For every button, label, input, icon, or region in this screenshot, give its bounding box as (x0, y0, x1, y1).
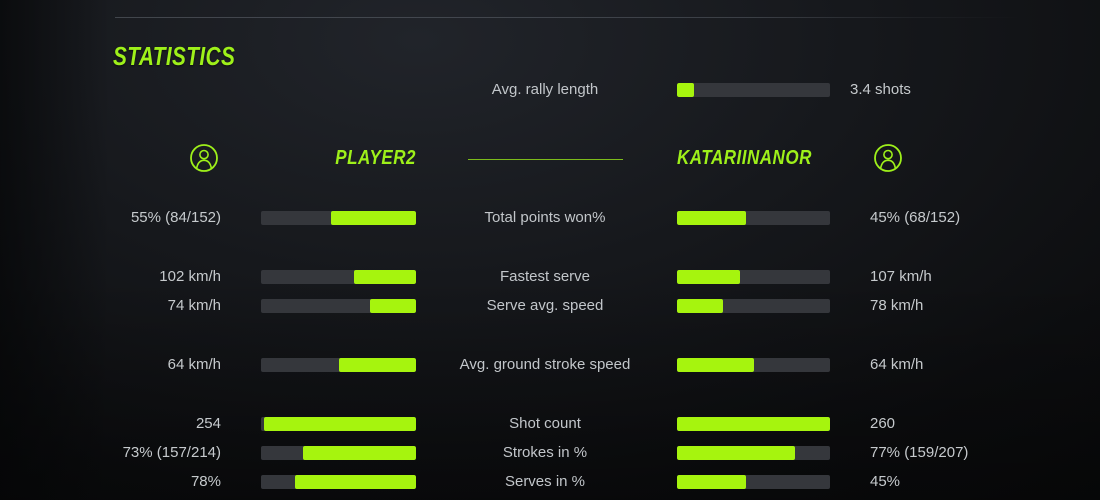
left-player-value: 64 km/h (167, 356, 221, 373)
right-player-value: 45% (68/152) (870, 209, 961, 226)
left-player-bar-fill (338, 358, 416, 372)
right-player-value: 64 km/h (870, 356, 924, 373)
right-player-bar (677, 299, 830, 313)
left-player-bar-fill (302, 446, 416, 460)
left-player-bar (261, 358, 416, 372)
right-player-value: 260 (870, 415, 896, 432)
avg-rally-length-bar (677, 83, 830, 97)
left-player-value: 254 (195, 415, 221, 432)
right-player-bar-fill (677, 417, 830, 431)
left-player-bar (261, 417, 416, 431)
stat-row-fastest-serve: 102 km/h Fastest serve 107 km/h (0, 267, 1100, 287)
stat-row-shot-count: 254 Shot count 260 (0, 414, 1100, 434)
left-player-avatar-icon (189, 143, 219, 173)
stat-label: Fastest serve (499, 268, 591, 285)
avg-rally-length-row: Avg. rally length 3.4 shots (0, 80, 1100, 100)
players-divider (468, 159, 623, 160)
stat-label: Avg. ground stroke speed (459, 356, 631, 373)
right-player-bar (677, 475, 830, 489)
stat-row-strokes-in: 73% (157/214) Strokes in % 77% (159/207) (0, 443, 1100, 463)
right-player-bar (677, 358, 830, 372)
avg-rally-length-bar-fill (677, 83, 694, 97)
stat-label: Strokes in % (502, 444, 588, 461)
stat-label: Serve avg. speed (486, 297, 604, 314)
stat-label: Total points won% (484, 209, 606, 226)
right-player-value: 45% (870, 473, 901, 490)
left-player-bar (261, 211, 416, 225)
right-player-bar (677, 211, 830, 225)
stat-row-ground-stroke-speed: 64 km/h Avg. ground stroke speed 64 km/h (0, 355, 1100, 375)
left-player-bar-fill (295, 475, 416, 489)
left-player-bar-fill (264, 417, 416, 431)
right-player-bar-fill (677, 270, 740, 284)
right-player-value: 78 km/h (870, 297, 924, 314)
right-player-bar-fill (677, 475, 746, 489)
left-player-bar-fill (354, 270, 416, 284)
stat-row-total-points: 55% (84/152) Total points won% 45% (68/1… (0, 208, 1100, 228)
right-player-bar-fill (677, 299, 723, 313)
right-player-value: 107 km/h (870, 268, 932, 285)
left-player-bar (261, 446, 416, 460)
page-title: STATISTICS (113, 41, 236, 71)
left-player-bar-fill (330, 211, 416, 225)
avg-rally-length-value: 3.4 shots (850, 81, 911, 98)
right-player-bar (677, 446, 830, 460)
stat-label: Serves in % (504, 473, 586, 490)
stat-label: Shot count (509, 415, 581, 432)
left-player-value: 73% (157/214) (122, 444, 221, 461)
left-player-value: 78% (190, 473, 221, 490)
left-player-bar (261, 270, 416, 284)
left-player-value: 102 km/h (159, 268, 221, 285)
right-player-bar (677, 417, 830, 431)
right-player-value: 77% (159/207) (870, 444, 969, 461)
left-player-bar (261, 475, 416, 489)
avg-rally-length-label: Avg. rally length (491, 81, 599, 98)
left-player-name: PLAYER2 (335, 147, 416, 169)
left-player-value: 55% (84/152) (130, 209, 221, 226)
stat-row-serves-in: 78% Serves in % 45% (0, 472, 1100, 492)
left-player-bar (261, 299, 416, 313)
top-divider (115, 17, 1100, 18)
right-player-name: KATARIINANOR (677, 147, 812, 169)
stat-row-serve-avg-speed: 74 km/h Serve avg. speed 78 km/h (0, 296, 1100, 316)
right-player-bar-fill (677, 446, 795, 460)
right-player-avatar-icon (873, 143, 903, 173)
right-player-bar-fill (677, 358, 754, 372)
right-player-bar (677, 270, 830, 284)
left-player-value: 74 km/h (167, 297, 221, 314)
left-player-bar-fill (369, 299, 416, 313)
right-player-bar-fill (677, 211, 746, 225)
